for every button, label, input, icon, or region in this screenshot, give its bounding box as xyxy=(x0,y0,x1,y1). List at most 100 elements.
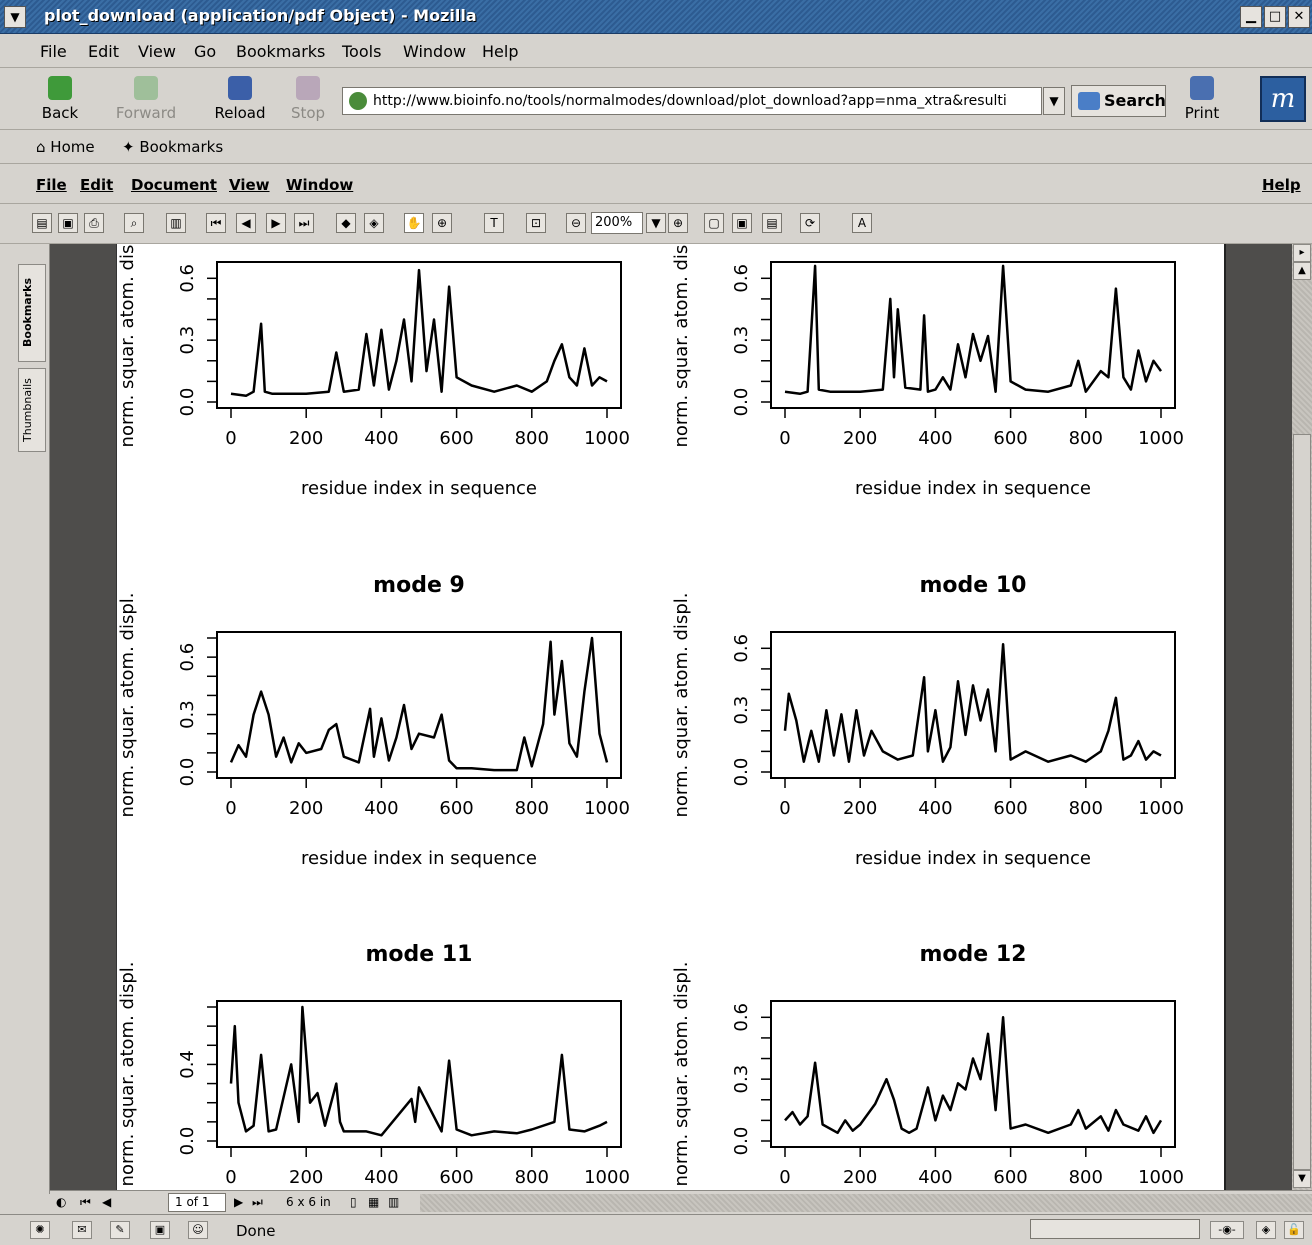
zoom-level-input[interactable]: 200% xyxy=(591,212,643,234)
last-page-small-icon[interactable]: ⏭ xyxy=(252,1195,263,1209)
hand-tool-icon[interactable]: ✋ xyxy=(404,213,424,233)
x-tick-label-2-0: 0 xyxy=(225,798,236,819)
zoom-out-icon[interactable]: ⊖ xyxy=(566,213,586,233)
thumbnails-tab[interactable]: Thumbnails xyxy=(18,368,46,452)
series-line-4-0 xyxy=(229,1005,608,1137)
fit-page-icon[interactable]: ▣ xyxy=(732,213,752,233)
bookmarks-button[interactable]: ✦ Bookmarks xyxy=(122,138,224,156)
page-layout-icon[interactable]: ◐ xyxy=(56,1195,67,1209)
chat-icon[interactable]: ☺ xyxy=(188,1221,208,1239)
printer-icon xyxy=(1190,76,1214,100)
mail-icon[interactable]: ✉ xyxy=(72,1221,92,1239)
first-page-icon[interactable]: ⏮ xyxy=(206,213,226,233)
x-axis-label-2: residue index in sequence xyxy=(301,848,537,869)
text-select-icon[interactable]: T xyxy=(484,213,504,233)
popup-blocker-icon[interactable]: ◈ xyxy=(1256,1221,1276,1239)
navigator-icon[interactable]: ✺ xyxy=(30,1221,50,1239)
series-line-5-0 xyxy=(784,1016,1163,1135)
find-icon[interactable]: ⌕ xyxy=(124,213,144,233)
scroll-up-arrow[interactable]: ▲ xyxy=(1293,262,1311,280)
print-button[interactable]: Print xyxy=(1170,74,1234,126)
save-icon[interactable]: ▣ xyxy=(58,213,78,233)
last-page-icon[interactable]: ⏭ xyxy=(294,213,314,233)
acrobat-logo-icon[interactable]: A xyxy=(852,213,872,233)
y-axis-label-1: norm. squar. atom. displ. xyxy=(671,244,692,447)
close-button[interactable]: ✕ xyxy=(1288,6,1310,28)
mozilla-logo[interactable]: m xyxy=(1260,76,1306,122)
scroll-thumb[interactable] xyxy=(1293,434,1311,1170)
open-icon[interactable]: ▤ xyxy=(32,213,52,233)
acrobat-menubar: File Edit Document View Window Help xyxy=(0,164,1312,204)
url-history-dropdown[interactable]: ▼ xyxy=(1043,87,1065,115)
menu-help[interactable]: Help xyxy=(482,42,519,61)
acrobat-menu-document[interactable]: Document xyxy=(131,176,217,194)
zoom-dropdown-icon[interactable]: ▼ xyxy=(646,213,666,233)
actual-size-icon[interactable]: ▢ xyxy=(704,213,724,233)
window-menu-button[interactable]: ▼ xyxy=(4,6,26,28)
x-tick-label-4-4: 800 xyxy=(515,1167,549,1188)
graphics-select-icon[interactable]: ⊡ xyxy=(526,213,546,233)
home-bookmark[interactable]: ⌂ Home xyxy=(36,138,95,156)
plot-frame-3 xyxy=(770,631,1176,779)
show-navigation-icon[interactable]: ▥ xyxy=(166,213,186,233)
menu-go[interactable]: Go xyxy=(194,42,217,61)
address-book-icon[interactable]: ▣ xyxy=(150,1221,170,1239)
next-page-small-icon[interactable]: ▶ xyxy=(234,1195,244,1209)
site-icon xyxy=(349,92,367,110)
menu-file[interactable]: File xyxy=(40,42,67,61)
scroll-right-arrow[interactable]: ▸ xyxy=(1293,244,1311,262)
facing-icon[interactable]: ▥ xyxy=(388,1195,400,1209)
acrobat-menu-help[interactable]: Help xyxy=(1262,176,1301,194)
menu-tools[interactable]: Tools xyxy=(342,42,382,61)
acrobat-menu-file[interactable]: File xyxy=(36,176,67,194)
continuous-icon[interactable]: ▦ xyxy=(368,1195,380,1209)
menu-edit[interactable]: Edit xyxy=(88,42,119,61)
menu-view[interactable]: View xyxy=(138,42,176,61)
zoom-in-icon[interactable]: ⊕ xyxy=(668,213,688,233)
previous-page-small-icon[interactable]: ◀ xyxy=(102,1195,112,1209)
url-input[interactable]: http://www.bioinfo.no/tools/normalmodes/… xyxy=(342,87,1042,115)
back-arrow-icon xyxy=(48,76,72,100)
fit-width-icon[interactable]: ▤ xyxy=(762,213,782,233)
back-label: Back xyxy=(41,104,79,122)
go-back-icon[interactable]: ◆ xyxy=(336,213,356,233)
home-label: Home xyxy=(50,138,95,156)
back-button[interactable]: Back xyxy=(28,74,92,126)
security-lock-icon[interactable]: 🔓 xyxy=(1284,1221,1304,1239)
online-icon[interactable]: -◉- xyxy=(1210,1221,1244,1239)
forward-button[interactable]: Forward xyxy=(114,74,178,126)
previous-page-icon[interactable]: ◀ xyxy=(236,213,256,233)
stop-button[interactable]: Stop xyxy=(276,74,340,126)
reload-button[interactable]: Reload xyxy=(208,74,272,126)
minimize-button[interactable]: ▁ xyxy=(1240,6,1262,28)
search-button[interactable]: Search xyxy=(1071,85,1166,117)
single-page-icon[interactable]: ▯ xyxy=(350,1195,357,1209)
y-tick-label-2-1: 0.3 xyxy=(177,700,198,729)
x-tick-label-1-1: 200 xyxy=(843,428,877,449)
acrobat-menu-edit[interactable]: Edit xyxy=(80,176,114,194)
status-text: Done xyxy=(236,1222,276,1240)
bookmarks-label: Bookmarks xyxy=(139,138,224,156)
y-axis-label-5: norm. squar. atom. displ. xyxy=(671,962,692,1187)
series-line-0-0 xyxy=(230,268,608,398)
url-text: http://www.bioinfo.no/tools/normalmodes/… xyxy=(373,93,1007,109)
acrobat-menu-view[interactable]: View xyxy=(229,176,270,194)
zoom-tool-icon[interactable]: ⊕ xyxy=(432,213,452,233)
print-icon[interactable]: ⎙ xyxy=(84,213,104,233)
bookmarks-tab[interactable]: Bookmarks xyxy=(18,264,46,362)
composer-icon[interactable]: ✎ xyxy=(110,1221,130,1239)
y-tick-label-4-1: 0.4 xyxy=(177,1050,198,1079)
page-number-input[interactable]: 1 of 1 xyxy=(168,1193,226,1212)
acrobat-menu-window[interactable]: Window xyxy=(286,176,354,194)
menu-bookmarks[interactable]: Bookmarks xyxy=(236,42,326,61)
first-page-small-icon[interactable]: ⏮ xyxy=(80,1195,91,1209)
rotate-icon[interactable]: ⟳ xyxy=(800,213,820,233)
scroll-down-arrow[interactable]: ▼ xyxy=(1293,1170,1311,1188)
go-forward-icon[interactable]: ◈ xyxy=(364,213,384,233)
menu-window[interactable]: Window xyxy=(403,42,467,61)
next-page-icon[interactable]: ▶ xyxy=(266,213,286,233)
vertical-scrollbar[interactable]: ▸ ▲ ▼ xyxy=(1292,244,1312,1190)
horizontal-scrollbar[interactable] xyxy=(420,1194,1312,1212)
maximize-button[interactable]: □ xyxy=(1264,6,1286,28)
bookmarks-toolbar: ⌂ Home ✦ Bookmarks xyxy=(0,130,1312,164)
